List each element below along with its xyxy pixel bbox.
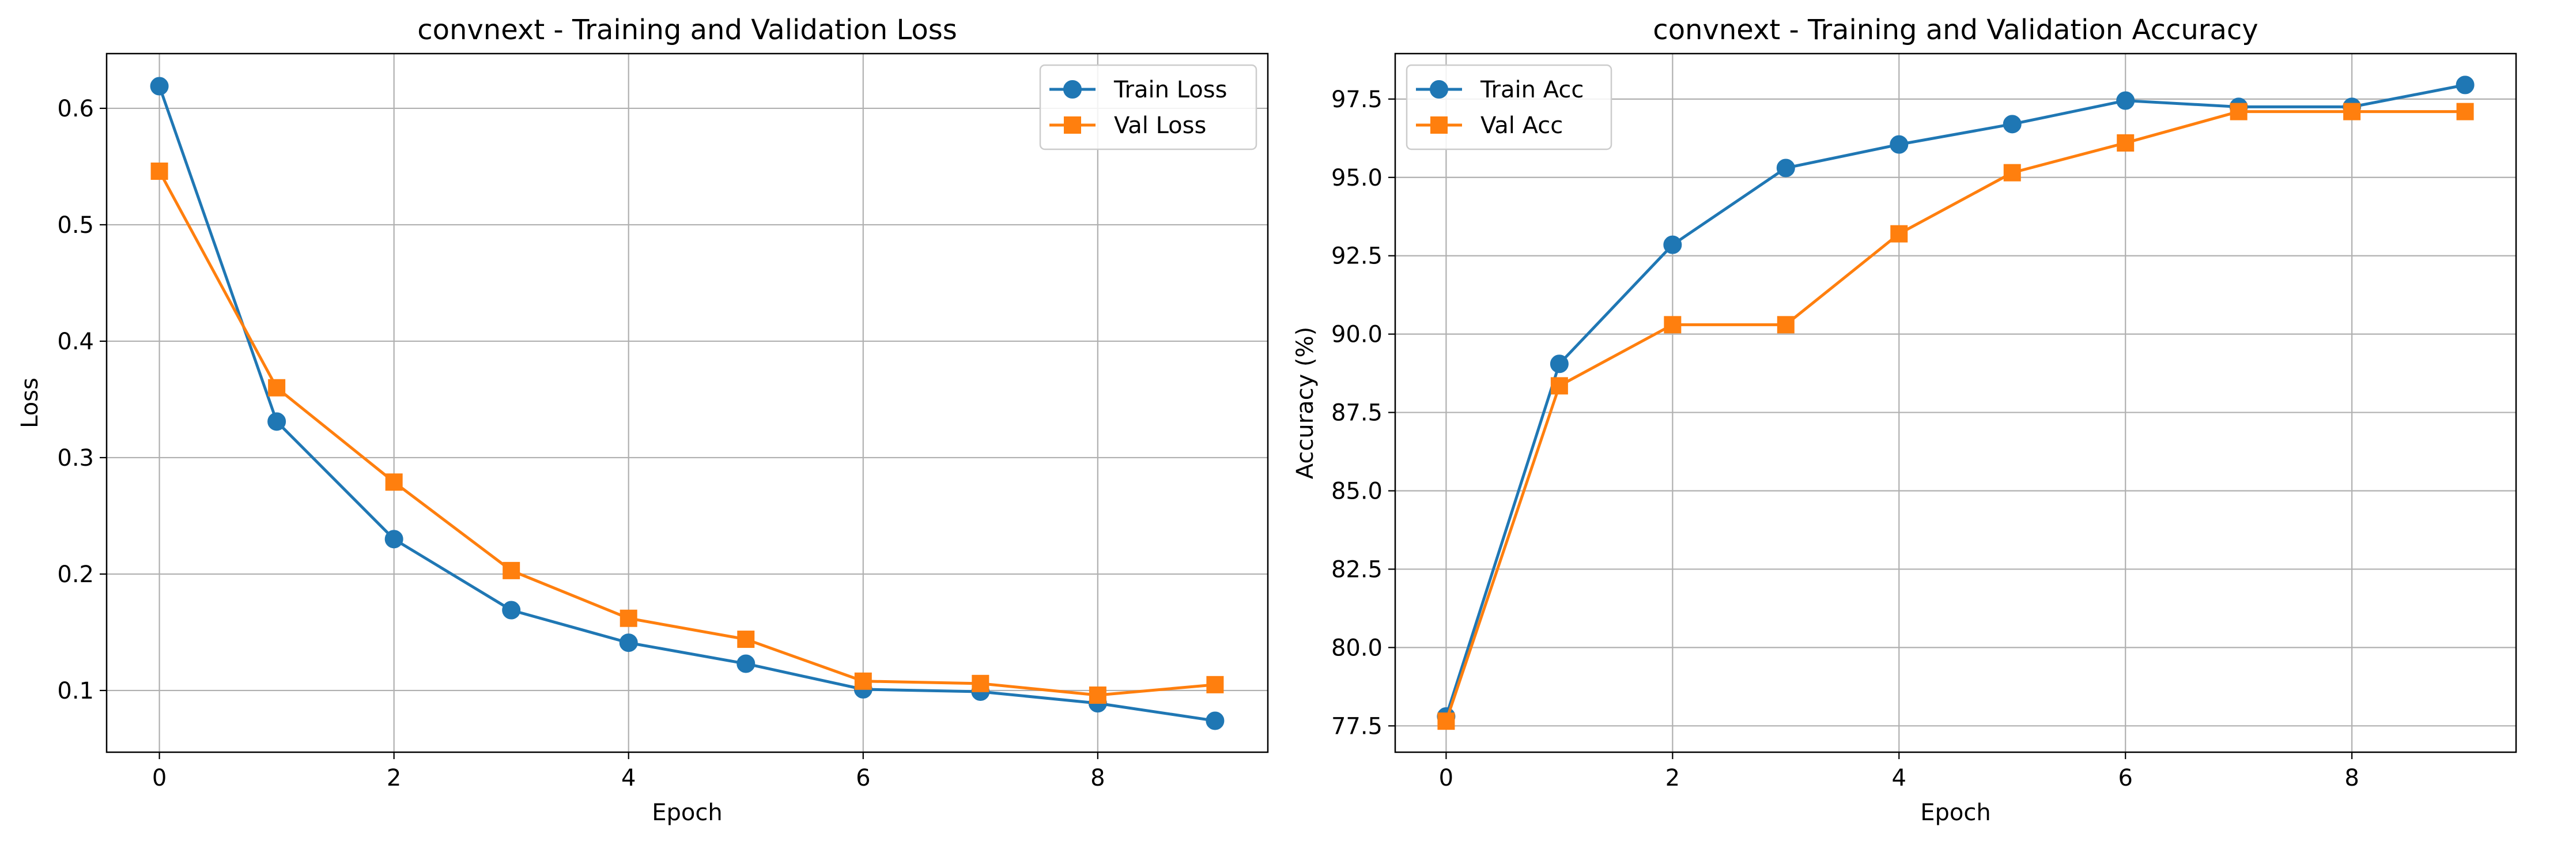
loss-x-tick-label: 0 (152, 765, 167, 791)
loss-legend-marker (1064, 116, 1081, 134)
accuracy-x-tick-label: 4 (1892, 765, 1906, 791)
accuracy-data-point (2343, 103, 2361, 120)
accuracy-chart-title: convnext - Training and Validation Accur… (1653, 14, 2258, 46)
accuracy-data-point (2456, 76, 2475, 95)
accuracy-y-tick-label: 85.0 (1331, 478, 1383, 505)
loss-y-tick-label: 0.3 (57, 445, 94, 471)
accuracy-data-point (1777, 316, 1795, 334)
loss-legend: Train Loss Val Loss (1039, 64, 1257, 150)
accuracy-data-point (1663, 235, 1682, 254)
loss-data-point (384, 530, 403, 549)
loss-data-point (854, 672, 872, 690)
loss-data-point (1206, 676, 1224, 693)
loss-data-point (1089, 686, 1106, 704)
accuracy-legend: Train Acc Val Acc (1406, 64, 1612, 150)
accuracy-legend-marker (1430, 80, 1448, 99)
loss-legend-label: Train Loss (1113, 77, 1227, 103)
accuracy-legend-item: Train Acc (1416, 77, 1584, 103)
loss-data-point (267, 412, 286, 431)
loss-data-point (150, 77, 169, 96)
accuracy-data-point (1550, 354, 1569, 374)
loss-data-point (502, 601, 521, 620)
accuracy-legend-label: Val Acc (1480, 112, 1563, 139)
accuracy-x-axis-label: Epoch (1920, 799, 1990, 826)
accuracy-data-point (2456, 103, 2474, 120)
accuracy-x-tick-label: 2 (1665, 765, 1680, 791)
loss-legend-box (1039, 64, 1257, 150)
accuracy-legend-marker (1430, 116, 1448, 134)
loss-y-tick-label: 0.6 (57, 96, 94, 122)
accuracy-y-tick-label: 97.5 (1331, 86, 1383, 113)
accuracy-y-tick-label: 90.0 (1331, 322, 1383, 348)
accuracy-y-tick-label: 80.0 (1331, 635, 1383, 661)
loss-x-tick-label: 4 (621, 765, 636, 791)
loss-legend-item: Train Loss (1049, 77, 1227, 103)
accuracy-series-1 (1437, 103, 2474, 730)
accuracy-series-line (1444, 83, 2467, 718)
loss-series-line (158, 169, 1217, 697)
loss-data-point (150, 163, 168, 180)
accuracy-axes-frame (1394, 52, 2517, 753)
loss-legend-marker (1063, 80, 1082, 99)
loss-data-point (503, 561, 520, 579)
loss-series-1 (150, 163, 1224, 704)
accuracy-plot-area (1395, 54, 2516, 752)
accuracy-y-tick-label: 82.5 (1331, 556, 1383, 583)
loss-y-axis-label: Loss (17, 378, 43, 428)
accuracy-data-point (2230, 103, 2248, 120)
loss-legend-label: Val Loss (1114, 112, 1206, 139)
loss-data-point (619, 633, 638, 652)
loss-data-point (737, 631, 755, 648)
loss-y-tick-label: 0.1 (57, 678, 94, 704)
loss-data-point (268, 379, 286, 397)
accuracy-data-point (2116, 91, 2135, 110)
accuracy-grid (1395, 54, 2516, 752)
accuracy-chart-panel: 0 2 4 6 8 77.5 80.0 82.5 85.0 87.5 90.0 92.5 95.0 97.… (1292, 14, 2517, 826)
accuracy-legend-label: Train Acc (1480, 77, 1584, 103)
loss-data-point (972, 674, 989, 692)
loss-chart-title: convnext - Training and Validation Loss (417, 14, 957, 46)
loss-axes-frame (105, 52, 1269, 753)
loss-chart-panel: 0 2 4 6 8 0.1 0.2 0.3 0.4 0.5 0.6 convnext - Traini… (17, 14, 1269, 826)
accuracy-y-tick-label: 87.5 (1331, 400, 1383, 427)
accuracy-data-point (1437, 712, 1455, 730)
loss-y-tick-label: 0.2 (57, 561, 94, 588)
accuracy-data-point (1776, 159, 1795, 178)
accuracy-data-point (1550, 377, 1568, 395)
loss-x-tick-label: 2 (387, 765, 401, 791)
accuracy-series-line (1444, 110, 2467, 723)
accuracy-y-tick-label: 77.5 (1331, 713, 1383, 740)
loss-x-axis-label: Epoch (652, 799, 722, 826)
accuracy-y-axis-label: Accuracy (%) (1292, 327, 1319, 480)
loss-series-line (158, 85, 1217, 722)
accuracy-data-point (1890, 135, 1909, 154)
accuracy-legend-box (1406, 64, 1612, 150)
accuracy-x-tick-label: 8 (2344, 765, 2359, 791)
loss-plot-area (107, 54, 1268, 752)
loss-legend-item: Val Loss (1049, 112, 1206, 139)
loss-y-tick-label: 0.5 (57, 212, 94, 239)
loss-data-point (620, 609, 637, 627)
accuracy-x-tick-label: 0 (1439, 765, 1453, 791)
accuracy-data-point (1890, 225, 1908, 243)
loss-y-tick-label: 0.4 (57, 329, 94, 355)
accuracy-data-point (2003, 164, 2021, 182)
accuracy-data-point (2117, 134, 2135, 152)
loss-data-point (385, 473, 403, 491)
accuracy-y-tick-label: 95.0 (1331, 165, 1383, 191)
accuracy-data-point (1664, 316, 1682, 334)
accuracy-data-point (2003, 115, 2022, 134)
loss-data-point (1206, 711, 1225, 730)
accuracy-x-tick-label: 6 (2118, 765, 2132, 791)
accuracy-y-tick-label: 92.5 (1331, 243, 1383, 270)
accuracy-legend-item: Val Acc (1416, 112, 1563, 139)
loss-x-tick-label: 8 (1090, 765, 1105, 791)
loss-data-point (736, 654, 756, 673)
loss-x-tick-label: 6 (856, 765, 870, 791)
